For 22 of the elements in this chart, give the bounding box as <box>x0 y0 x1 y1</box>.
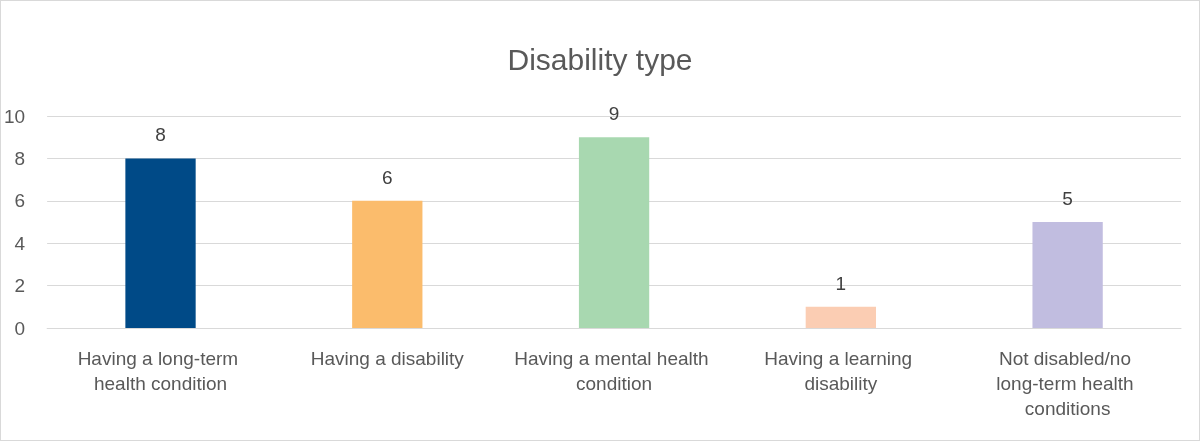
bar <box>352 200 423 328</box>
y-tick-label: 4 <box>14 232 26 254</box>
bar <box>1032 222 1103 328</box>
y-tick-label: 6 <box>14 190 26 212</box>
bar <box>805 306 876 328</box>
bar <box>578 137 650 328</box>
y-tick-label: 8 <box>14 147 26 169</box>
x-tick-label: Having a learning disability <box>764 348 918 394</box>
data-label: 9 <box>608 103 620 125</box>
y-tick-label: 2 <box>14 275 26 297</box>
x-tick-label: Having a long-term health condition <box>77 348 244 394</box>
chart-title: Disability type <box>507 42 693 76</box>
data-label: 1 <box>835 272 847 294</box>
x-tick-label: Not disabled/no long-term health conditions <box>996 348 1139 419</box>
data-label: 5 <box>1062 188 1073 209</box>
x-tick-label: Having a mental health condition <box>514 348 714 394</box>
y-tick-label: 10 <box>3 105 26 127</box>
x-tick-label: Having a disability <box>310 348 465 369</box>
y-tick-label: 0 <box>14 317 26 339</box>
bar <box>125 158 196 328</box>
data-label: 6 <box>382 166 393 188</box>
data-label: 8 <box>155 124 166 146</box>
